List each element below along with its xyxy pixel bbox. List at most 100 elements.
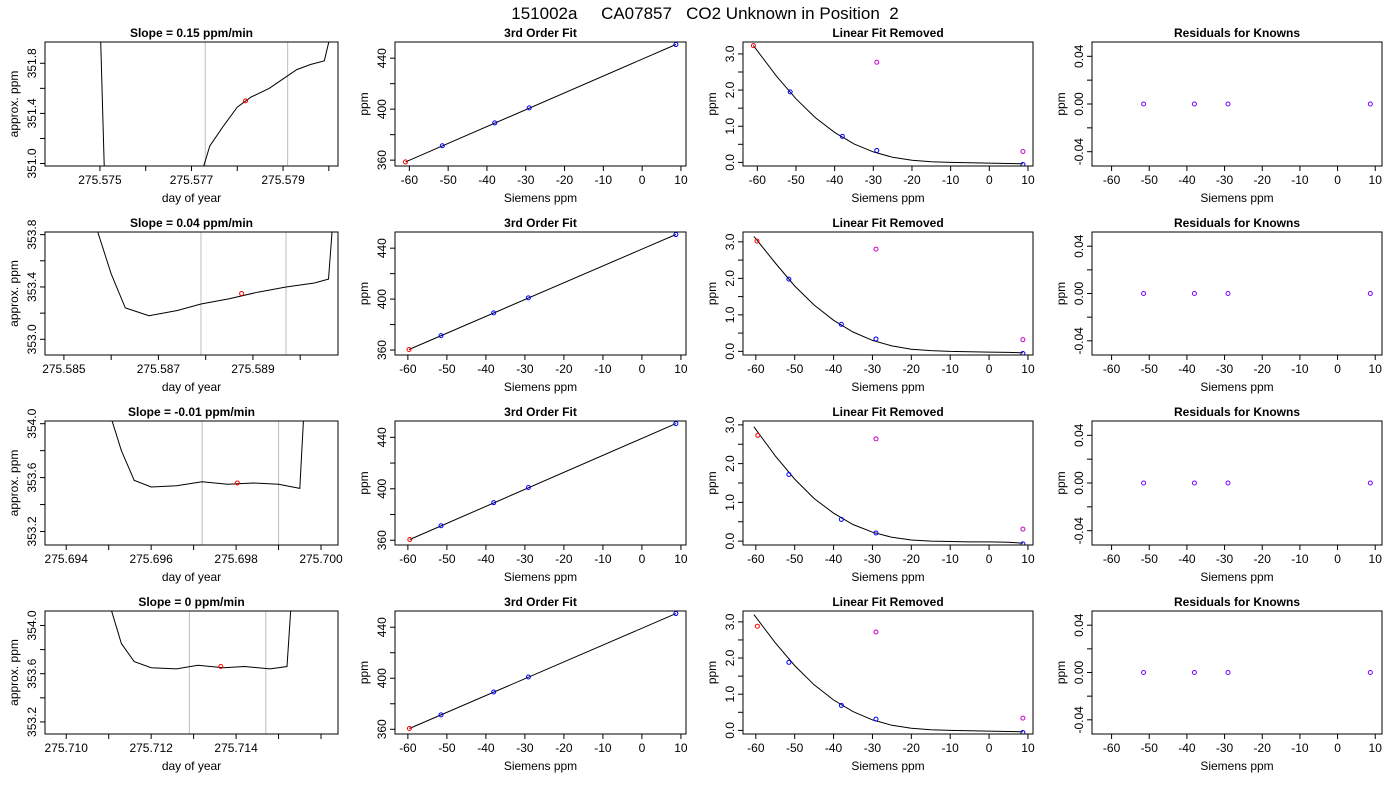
plot-area	[753, 426, 1026, 545]
y-tick-label: 0.00	[1072, 660, 1086, 684]
x-tick-label: -10	[942, 173, 960, 187]
x-tick-label: -50	[1141, 173, 1159, 187]
y-tick-label: 360	[375, 530, 389, 550]
analyzer-trace-line	[111, 611, 292, 670]
residual-point	[1225, 480, 1231, 486]
y-tick-label: 400	[375, 99, 389, 119]
excluded-point	[1020, 526, 1026, 532]
x-tick-label: -10	[594, 552, 612, 566]
unknown-point	[754, 238, 760, 244]
standard-point	[439, 143, 445, 149]
plot-area	[407, 421, 679, 542]
panel-title: Linear Fit Removed	[832, 26, 943, 40]
residual-point	[1225, 101, 1231, 107]
y-tick-label: 354.0	[25, 610, 39, 640]
x-tick-label: -40	[826, 173, 844, 187]
standard-point	[873, 716, 879, 722]
standard-point	[1020, 541, 1026, 545]
x-tick-label: -20	[903, 741, 921, 755]
x-tick-label: -60	[747, 552, 765, 566]
y-tick-label: 0.00	[1072, 92, 1086, 116]
x-tick-label: -60	[399, 741, 417, 755]
x-tick-label: 10	[1369, 741, 1383, 755]
y-axis-label: approx. ppm	[7, 639, 21, 706]
standard-point	[673, 421, 679, 427]
x-tick-label: -40	[825, 741, 843, 755]
unknown-point	[402, 159, 408, 165]
plot-frame	[742, 610, 1034, 735]
x-tick-label: -60	[401, 173, 419, 187]
y-tick-label: -0.04	[1072, 517, 1086, 545]
standard-point	[1020, 351, 1026, 355]
y-tick-label: 353.0	[25, 324, 39, 354]
y-tick-label: 0.0	[723, 343, 737, 360]
x-tick-label: -60	[747, 362, 765, 376]
y-tick-label: 2.0	[723, 270, 737, 287]
y-tick-label: 0.04	[1072, 44, 1086, 68]
x-tick-label: 10	[674, 741, 688, 755]
plot-frame	[742, 420, 1034, 546]
x-tick-label: 275.575	[78, 173, 122, 187]
panel-title: Residuals for Knowns	[1174, 26, 1300, 40]
y-axis-label: ppm	[357, 661, 371, 684]
unknown-point	[243, 98, 249, 104]
panel-r0-c0: Slope = 0.15 ppm/min 275.575 275.577 275.57…	[7, 26, 339, 205]
standard-point	[839, 133, 845, 139]
residual-point	[1191, 101, 1197, 107]
y-tick-label: 400	[375, 668, 389, 688]
x-tick-label: -40	[1178, 741, 1196, 755]
panel-r0-c2: Linear Fit Removed -60 -50 -40 -30 -20 -10 0 10 0…	[705, 26, 1035, 205]
residual-point	[1225, 670, 1231, 675]
standard-point	[873, 530, 879, 536]
panel-grid: Slope = 0.15 ppm/min 275.575 275.577 275.57…	[7, 26, 1383, 773]
x-tick-label: -50	[439, 173, 457, 187]
plot-area	[753, 236, 1026, 355]
y-axis-label: approx. ppm	[7, 450, 21, 517]
y-axis-label: ppm	[1054, 92, 1068, 115]
x-tick-label: -10	[594, 362, 612, 376]
standard-point	[873, 336, 879, 342]
plot-frame	[742, 41, 1034, 167]
x-tick-label: -50	[786, 741, 804, 755]
x-tick-label: -30	[864, 741, 882, 755]
excluded-point	[874, 59, 880, 65]
x-axis-label: Siemens ppm	[1200, 380, 1273, 394]
x-tick-label: -50	[438, 362, 456, 376]
x-tick-label: -30	[516, 741, 534, 755]
x-axis-label: Siemens ppm	[504, 570, 577, 584]
unknown-point	[234, 480, 240, 486]
x-tick-label: -40	[1178, 173, 1196, 187]
standard-point	[525, 674, 531, 680]
panel-title: Residuals for Knowns	[1174, 595, 1300, 609]
panel-r1-c2: Linear Fit Removed -60 -50 -40 -30 -20 -10 0 10 0…	[705, 216, 1035, 394]
y-tick-label: 1.0	[723, 494, 737, 511]
x-axis-label: Siemens ppm	[1200, 191, 1273, 205]
panel-title: Linear Fit Removed	[832, 595, 943, 609]
panel-title: Slope = 0.04 ppm/min	[130, 216, 253, 230]
x-tick-label: 10	[674, 173, 688, 187]
x-tick-label: 10	[1021, 552, 1035, 566]
y-tick-label: 351.8	[25, 48, 39, 78]
plot-area	[402, 42, 679, 165]
x-axis-label: day of year	[162, 759, 221, 773]
y-tick-label: 353.6	[25, 658, 39, 688]
fit-curve	[753, 236, 1023, 354]
x-tick-label: -10	[594, 741, 612, 755]
residual-point	[1141, 101, 1147, 107]
panel-title: Slope = 0.15 ppm/min	[130, 26, 253, 40]
standard-point	[1020, 730, 1026, 734]
panel-r3-c0: Slope = 0 ppm/min 275.710 275.712 275.714 35…	[7, 595, 339, 773]
x-tick-label: -50	[438, 552, 456, 566]
x-tick-label: -60	[747, 741, 765, 755]
y-tick-label: 360	[375, 340, 389, 360]
x-tick-label: -50	[786, 362, 804, 376]
panel-title: Residuals for Knowns	[1174, 216, 1300, 230]
x-tick-label: -50	[787, 173, 805, 187]
x-axis-label: day of year	[162, 380, 221, 394]
x-tick-label: 0	[1334, 552, 1341, 566]
standard-point	[438, 712, 444, 718]
x-tick-label: 275.696	[129, 552, 173, 566]
x-tick-label: -40	[1178, 362, 1196, 376]
x-axis-label: day of year	[162, 570, 221, 584]
plot-frame	[1091, 231, 1383, 356]
